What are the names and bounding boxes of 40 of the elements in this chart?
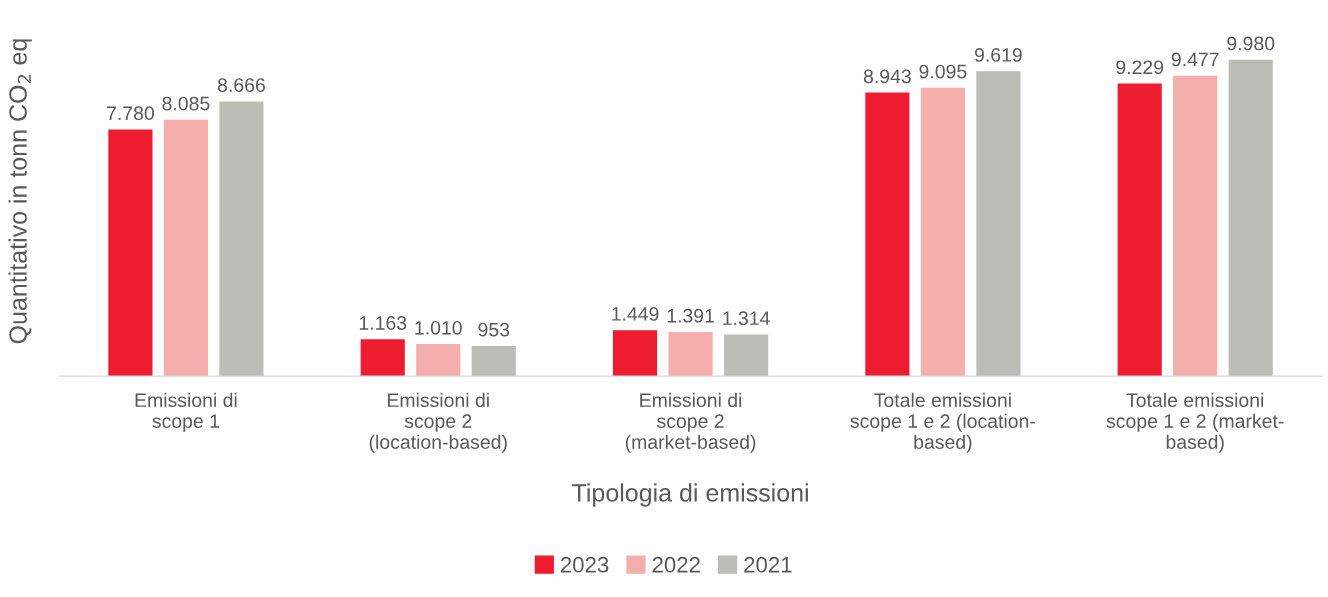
data-label: 9.477 xyxy=(1171,52,1219,67)
data-label: 1.010 xyxy=(415,320,462,335)
x-tick-label: Totale emissioni scope 1 e 2 (location- based) xyxy=(850,392,1035,453)
bar xyxy=(1228,59,1273,377)
x-axis-title: Tipologia di emissioni xyxy=(572,483,808,507)
x-tick-label: Totale emissioni scope 1 e 2 (market- based) xyxy=(1106,392,1284,453)
data-label: 1.391 xyxy=(667,308,714,323)
data-label: 8.666 xyxy=(217,78,265,93)
data-label: 9.095 xyxy=(919,64,967,79)
legend-label: 2021 xyxy=(744,556,792,573)
bar xyxy=(416,344,461,377)
x-tick-label: Emissioni di scope 2 (location-based) xyxy=(369,392,507,453)
data-label: 9.229 xyxy=(1116,60,1164,75)
data-label: 1.449 xyxy=(612,307,659,321)
bar xyxy=(360,339,405,377)
data-label: 8.085 xyxy=(162,96,210,111)
data-label: 9.619 xyxy=(974,48,1022,62)
x-tick-label: Emissioni di scope 2 (market-based) xyxy=(625,392,756,453)
bar xyxy=(668,332,713,377)
bar xyxy=(976,71,1021,377)
legend-label: 2022 xyxy=(652,556,700,573)
bar xyxy=(723,334,769,377)
bar xyxy=(163,119,208,377)
data-label: 9.980 xyxy=(1227,36,1275,51)
bar xyxy=(920,87,965,377)
bar xyxy=(219,101,264,377)
bar xyxy=(471,345,516,377)
bar xyxy=(865,92,910,377)
x-tick-label: Emissioni di scope 1 xyxy=(135,392,237,432)
bar xyxy=(1173,75,1218,377)
data-label: 1.314 xyxy=(723,311,770,326)
y-axis-title: Quantitativo in tonn CO$_{2}$ eq xyxy=(8,39,32,344)
data-label: 7.780 xyxy=(107,106,154,121)
bar xyxy=(612,330,658,377)
data-label: 953 xyxy=(478,322,510,337)
data-label: 1.163 xyxy=(359,316,407,330)
data-label: 8.943 xyxy=(863,69,911,84)
bar xyxy=(1117,83,1162,377)
bar xyxy=(108,129,153,377)
legend-label: 2023 xyxy=(560,556,609,573)
